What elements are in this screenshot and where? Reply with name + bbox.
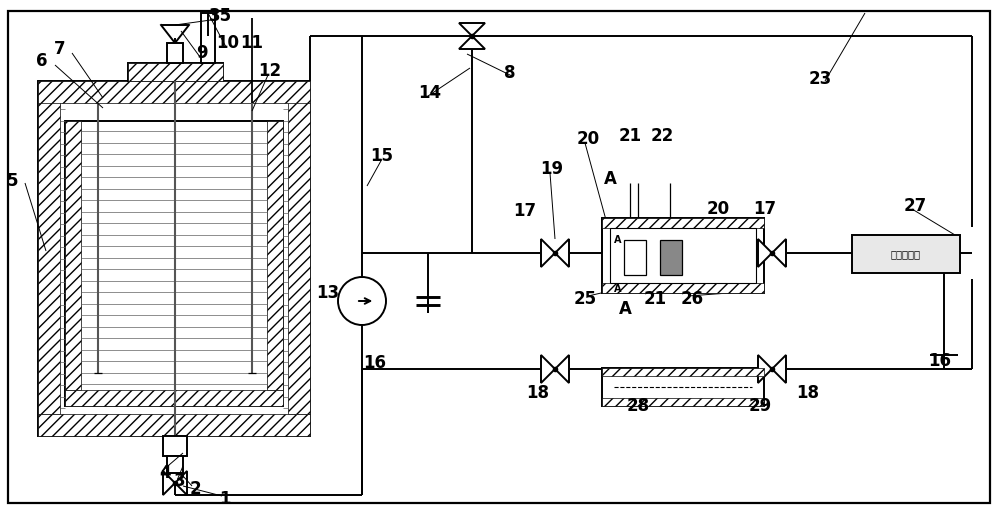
Polygon shape	[175, 471, 187, 495]
Bar	[38, 81, 60, 414]
Bar	[128, 63, 223, 81]
Bar	[65, 390, 283, 406]
Text: A: A	[619, 300, 631, 318]
Bar	[602, 218, 764, 228]
Text: 4: 4	[159, 464, 171, 482]
Text: 21: 21	[643, 290, 667, 308]
Bar	[602, 218, 764, 293]
Text: 23: 23	[808, 70, 832, 88]
Text: 13: 13	[316, 284, 340, 302]
Bar	[610, 228, 756, 283]
Text: 1: 1	[219, 490, 231, 508]
Polygon shape	[459, 36, 485, 49]
Text: 28: 28	[626, 397, 650, 415]
Text: 7: 7	[54, 40, 66, 58]
Text: 35: 35	[208, 7, 232, 25]
Text: 29: 29	[748, 397, 772, 415]
Text: A: A	[614, 235, 622, 245]
Text: 19: 19	[540, 160, 564, 178]
Text: 16: 16	[364, 354, 386, 372]
Text: 17: 17	[753, 200, 777, 218]
Bar	[624, 240, 646, 275]
Text: 27: 27	[903, 197, 927, 215]
Text: 10: 10	[216, 34, 239, 52]
Bar	[602, 368, 764, 406]
Text: 20: 20	[576, 130, 600, 148]
Text: 18: 18	[526, 384, 550, 402]
Text: A: A	[604, 170, 616, 188]
Text: A: A	[614, 284, 622, 294]
Bar	[38, 81, 310, 436]
Polygon shape	[758, 239, 772, 267]
Text: 9: 9	[196, 44, 208, 62]
Bar	[65, 121, 283, 406]
Text: 8: 8	[504, 64, 516, 82]
Bar	[163, 436, 187, 456]
Bar	[602, 398, 764, 406]
Bar	[602, 283, 764, 293]
Text: 5: 5	[6, 172, 18, 190]
Bar	[201, 13, 215, 63]
Text: 25: 25	[573, 290, 597, 308]
Bar	[602, 368, 764, 376]
Bar	[38, 81, 310, 103]
Bar	[38, 414, 310, 436]
Polygon shape	[541, 355, 555, 383]
Text: 15: 15	[370, 147, 394, 165]
Bar	[167, 43, 183, 63]
Polygon shape	[772, 355, 786, 383]
Text: 11: 11	[240, 34, 264, 52]
Polygon shape	[163, 471, 175, 495]
Text: 霍尔流量计: 霍尔流量计	[891, 249, 921, 259]
Text: 2: 2	[189, 480, 201, 498]
Bar	[267, 121, 283, 390]
Text: 12: 12	[258, 62, 282, 80]
Bar	[128, 63, 223, 81]
Bar	[660, 240, 682, 275]
Text: 16: 16	[928, 352, 952, 370]
Text: 22: 22	[650, 127, 674, 145]
Bar	[65, 121, 81, 390]
Text: 6: 6	[36, 52, 48, 70]
Text: 18: 18	[796, 384, 820, 402]
Bar	[288, 81, 310, 414]
Text: 14: 14	[418, 84, 442, 102]
Bar	[852, 235, 960, 273]
Polygon shape	[758, 355, 772, 383]
Polygon shape	[541, 239, 555, 267]
Polygon shape	[772, 239, 786, 267]
Bar	[167, 456, 183, 473]
Polygon shape	[555, 239, 569, 267]
Text: 17: 17	[513, 202, 537, 220]
Polygon shape	[555, 355, 569, 383]
Text: 3: 3	[174, 472, 186, 490]
Text: 21: 21	[618, 127, 642, 145]
Text: 26: 26	[680, 290, 704, 308]
Polygon shape	[459, 23, 485, 36]
Text: 20: 20	[706, 200, 730, 218]
Circle shape	[338, 277, 386, 325]
